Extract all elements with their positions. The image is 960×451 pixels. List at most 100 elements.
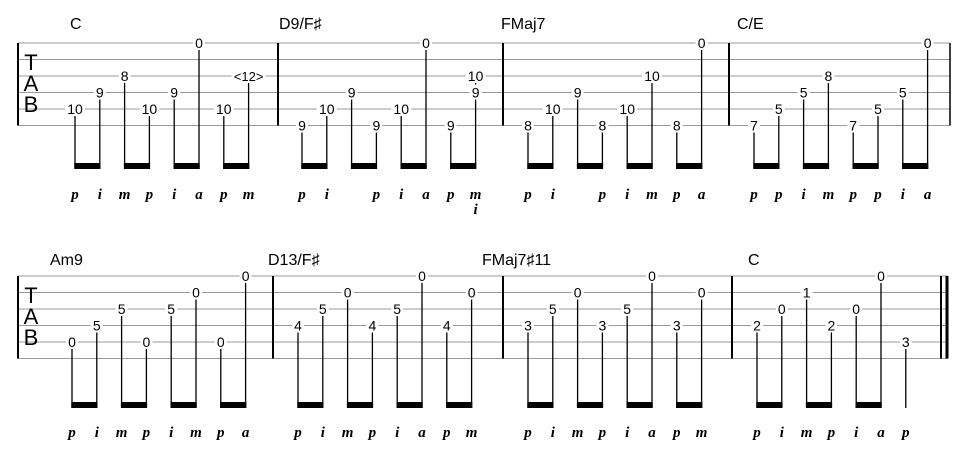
fret-background	[139, 101, 160, 116]
tab-note: 9p	[370, 117, 383, 203]
tab-note: 10 m	[642, 68, 662, 203]
fret-background	[239, 268, 252, 283]
finger-label: p	[66, 425, 76, 441]
beam	[446, 402, 473, 408]
fret-background	[370, 117, 383, 133]
beam	[902, 163, 929, 169]
fret-background	[65, 101, 85, 116]
fret-number: 10	[216, 101, 232, 117]
fret-number: 2	[828, 318, 836, 334]
finger-label: m	[801, 425, 813, 441]
beam	[223, 163, 250, 169]
fret-number: 0	[192, 285, 200, 301]
fret-number: 5	[393, 301, 401, 317]
tab-note: 4p	[292, 317, 304, 441]
tab-note: 0a	[420, 35, 432, 203]
tab-note: 0m	[190, 284, 202, 441]
fret-background	[670, 317, 683, 333]
fret-background	[646, 268, 658, 283]
chord-name: D9/F♯	[279, 16, 322, 33]
fret-number: 0	[574, 285, 582, 301]
finger-label: m	[823, 187, 835, 203]
fret-number: 0	[648, 268, 656, 284]
tab-note: 9	[571, 84, 584, 169]
tab-note: 10 i	[617, 101, 638, 203]
tab-note: 10 i	[391, 101, 412, 203]
fret-background	[695, 35, 708, 50]
fret-background	[214, 334, 227, 349]
tab-note: 5m	[115, 301, 128, 441]
fret-number: 4	[294, 318, 302, 334]
finger-label: i	[625, 187, 630, 203]
fret-background	[695, 284, 708, 300]
fret-background	[416, 268, 428, 283]
tab-note: 5i	[896, 84, 909, 203]
harmonic-fret-number: <12>	[234, 69, 264, 84]
fret-number: 8	[825, 68, 833, 84]
fret-number: 5	[899, 85, 907, 101]
fret-background	[546, 301, 559, 316]
fret-number: 5	[167, 301, 175, 317]
fret-background	[748, 117, 760, 133]
fret-background	[440, 317, 453, 333]
fret-background	[115, 301, 128, 316]
finger-label: a	[422, 187, 430, 203]
fret-number: 10	[619, 101, 635, 117]
beam	[756, 402, 783, 408]
fret-background	[231, 68, 266, 83]
fret-background	[596, 117, 609, 133]
fret-number: 9	[373, 118, 381, 134]
finger-label: i	[854, 425, 859, 441]
finger-label: a	[242, 425, 250, 441]
finger-label: p	[671, 187, 681, 203]
fret-background	[822, 68, 835, 83]
fret-background	[571, 84, 584, 100]
fret-number: 9	[298, 118, 306, 134]
beam	[450, 163, 477, 169]
chord-name: D13/F♯	[268, 252, 320, 269]
tab-note: 9i	[168, 84, 181, 203]
tab-note: 0a	[416, 268, 428, 441]
fret-background	[522, 117, 534, 133]
fret-number: 0	[468, 285, 476, 301]
tab-note: 7p	[748, 117, 760, 203]
fret-background	[896, 84, 909, 100]
finger-label: p	[445, 187, 455, 203]
fret-number: 1	[803, 285, 811, 301]
fret-background	[165, 301, 178, 316]
tab-note: 0i	[775, 301, 788, 441]
beam	[626, 402, 653, 408]
fret-background	[847, 117, 860, 133]
fret-background	[921, 35, 934, 50]
finger-label: i	[901, 187, 906, 203]
beam	[753, 163, 780, 169]
fret-number: 10	[142, 101, 158, 117]
tab-note: 9i	[93, 84, 106, 203]
tab-note: 5i	[621, 301, 634, 441]
tab-note: 10 i	[316, 101, 337, 203]
finger-label: p	[141, 425, 151, 441]
tab-note: 5i	[546, 301, 559, 441]
fret-background	[190, 284, 202, 300]
fret-number: 7	[849, 118, 857, 134]
fret-number: 0	[68, 334, 76, 350]
fret-background	[465, 284, 478, 300]
fret-number: 0	[242, 268, 250, 284]
finger-label: a	[698, 187, 706, 203]
tab-clef-letter: A	[24, 304, 39, 329]
fret-number: 5	[549, 301, 557, 317]
fret-number: 9	[447, 118, 455, 134]
fret-background	[93, 84, 106, 100]
fret-number: 4	[369, 318, 377, 334]
finger-label: p	[847, 187, 857, 203]
fret-background	[872, 101, 884, 116]
fret-background	[469, 84, 482, 100]
tab-note: 5i	[316, 301, 329, 441]
finger-label: p	[215, 425, 225, 441]
fret-background	[118, 68, 131, 83]
tab-note: 0p	[214, 334, 227, 441]
finger-label: m	[572, 425, 584, 441]
tab-note: 9p	[444, 117, 457, 203]
tab-note: 0i	[850, 301, 863, 441]
finger-label: m	[466, 425, 478, 441]
